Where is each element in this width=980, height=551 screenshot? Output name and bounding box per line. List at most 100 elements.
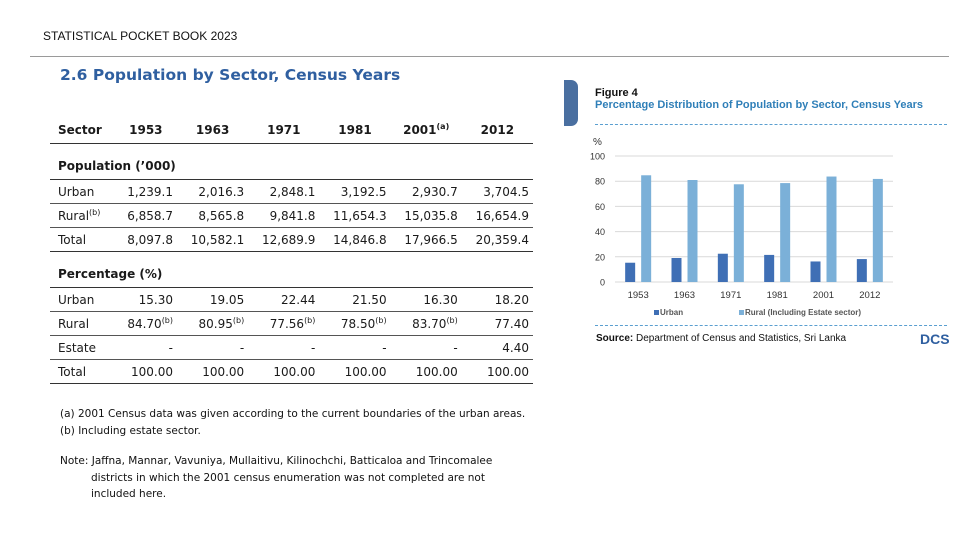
section-tab-marker xyxy=(564,80,578,126)
source-label: Source: xyxy=(596,333,634,344)
cell-value: - xyxy=(168,340,174,355)
group-label: Percentage (%) xyxy=(50,260,533,288)
y-tick-label: 60 xyxy=(595,202,605,212)
population-bar-chart: % 0 20 40 60 80 100 1953 1963 1971 1981 2001 2012 Urb… xyxy=(590,137,893,317)
y-tick-label: 20 xyxy=(595,252,605,262)
table-cell: 9,841.8 xyxy=(248,203,320,228)
table-cell: 6,858.7 xyxy=(114,203,178,228)
x-tick-label: 1971 xyxy=(720,290,741,301)
column-header-label: 2001 xyxy=(403,122,437,137)
table-cell: 17,966.5 xyxy=(390,227,462,252)
cell-value: 6,858.7 xyxy=(127,208,174,223)
table-cell: - xyxy=(390,335,462,360)
table-cell: 20,359.4 xyxy=(461,227,533,252)
table-cell: 3,192.5 xyxy=(319,179,391,204)
table-cell: 100.00 xyxy=(319,359,391,384)
cell-value: 100.00 xyxy=(131,364,174,379)
row-label: Total xyxy=(50,227,115,252)
column-header: 2001(a) xyxy=(391,116,462,144)
bar-rural xyxy=(872,178,883,282)
cell-value: Urban xyxy=(58,292,95,307)
table-cell: 2,848.1 xyxy=(248,179,320,204)
y-tick-label: 0 xyxy=(600,278,605,288)
table-row: Total 100.00 100.00 100.00 100.00 100.00 100.0… xyxy=(50,359,533,384)
cell-value: 9,841.8 xyxy=(269,208,316,223)
table-row: Rural(b) 6,858.7 8,565.8 9,841.8 11,654.3 15,… xyxy=(50,203,533,228)
footnote-marker: (b) xyxy=(89,207,101,217)
table-cell: - xyxy=(319,335,391,360)
row-label: Rural xyxy=(50,311,115,336)
bar-urban xyxy=(625,262,636,282)
cell-value: 8,097.8 xyxy=(127,232,174,247)
table-cell: 100.00 xyxy=(390,359,462,384)
cell-value: 2,848.1 xyxy=(269,184,316,199)
table-cell: - xyxy=(177,335,249,360)
cell-value: 21.50 xyxy=(352,292,387,307)
source-text: Department of Census and Statistics, Sri… xyxy=(633,333,847,344)
cell-value: 80.95 xyxy=(198,316,233,331)
table-cell: 22.44 xyxy=(248,287,320,312)
dcs-logo: DCS xyxy=(920,331,950,347)
legend-label: Urban xyxy=(660,308,683,317)
table-cell: 15.30 xyxy=(114,287,178,312)
cell-value: 4.40 xyxy=(502,340,529,355)
column-header: 1953 xyxy=(129,122,163,137)
page-header: STATISTICAL POCKET BOOK 2023 xyxy=(43,29,238,43)
group-row-percentage: Percentage (%) xyxy=(50,260,533,288)
table-row: Urban 1,239.1 2,016.3 2,848.1 3,192.5 2,930.7… xyxy=(50,179,533,204)
footnote-marker: (b) xyxy=(304,315,316,325)
cell-value: 15,035.8 xyxy=(404,208,458,223)
table-cell: 18.20 xyxy=(461,287,533,312)
table-cell: 16,654.9 xyxy=(461,203,533,228)
figure-title: Percentage Distribution of Population by… xyxy=(595,99,924,111)
table-row: Urban 15.30 19.05 22.44 21.50 16.30 18.20 xyxy=(50,287,533,312)
cell-value: Total xyxy=(58,364,87,379)
column-header: 1971 xyxy=(267,122,301,137)
footnote-marker: (b) xyxy=(446,315,458,325)
footnote-marker: (b) xyxy=(375,315,387,325)
cell-value: Rural xyxy=(58,208,90,223)
cell-value: 77.40 xyxy=(494,316,529,331)
x-tick-label: 1963 xyxy=(674,290,695,301)
cell-value: 14,846.8 xyxy=(333,232,387,247)
table-header-row: Sector 1953 1963 1971 1981 2001(a) 2012 xyxy=(50,116,533,144)
y-tick-label: 80 xyxy=(595,177,605,187)
cell-value: 10,582.1 xyxy=(190,232,245,247)
row-label: Urban xyxy=(50,287,115,312)
column-header: 2012 xyxy=(480,122,515,137)
row-label: Rural(b) xyxy=(50,203,115,228)
cell-value: 19.05 xyxy=(209,292,245,307)
cell-value: - xyxy=(311,340,316,355)
bar-urban xyxy=(764,254,775,282)
cell-value: Rural xyxy=(58,316,90,331)
cell-value: 83.70 xyxy=(412,316,447,331)
table-row: Total 8,097.8 10,582.1 12,689.9 14,846.8 17,9… xyxy=(50,227,533,252)
table-cell: 2,930.7 xyxy=(390,179,462,204)
row-label: Urban xyxy=(50,179,115,204)
y-axis-label: % xyxy=(593,137,602,148)
column-header: 1981 xyxy=(338,122,372,137)
cell-value: 16,654.9 xyxy=(475,208,529,223)
group-label: Population (’000) xyxy=(50,152,533,180)
table-cell: 21.50 xyxy=(319,287,391,312)
footnote-b: (b) Including estate sector. xyxy=(60,425,201,437)
table-cell: 11,654.3 xyxy=(319,203,391,228)
bar-rural xyxy=(733,184,744,282)
table-cell: 84.70(b) xyxy=(114,311,178,336)
row-label: Total xyxy=(50,359,115,384)
cell-value: 100.00 xyxy=(344,364,387,379)
x-tick-label: 1981 xyxy=(767,290,788,301)
table-cell: 78.50(b) xyxy=(319,311,391,336)
bar-rural xyxy=(641,175,652,282)
bar-urban xyxy=(810,261,821,282)
table-row: Rural 84.70(b) 80.95(b) 77.56(b) 78.50(b) 83.… xyxy=(50,311,533,336)
cell-value: 77.56 xyxy=(269,316,305,331)
cell-value: 1,239.1 xyxy=(127,184,174,199)
header-divider xyxy=(30,56,949,57)
table-cell: 3,704.5 xyxy=(461,179,533,204)
figure-top-divider xyxy=(595,124,947,125)
cell-value: 2,930.7 xyxy=(411,184,458,199)
cell-value: 2,016.3 xyxy=(198,184,245,199)
cell-value: 8,565.8 xyxy=(198,208,245,223)
cell-value: - xyxy=(453,340,458,355)
